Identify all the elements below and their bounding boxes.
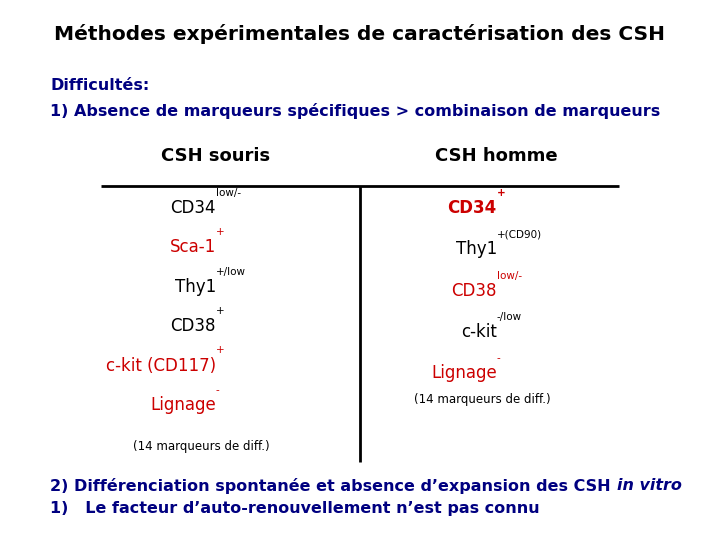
Text: c-kit: c-kit: [461, 323, 497, 341]
Text: Lignage: Lignage: [431, 364, 497, 382]
Text: +(CD90): +(CD90): [497, 229, 542, 239]
Text: +/low: +/low: [216, 267, 246, 276]
Text: (14 marqueurs de diff.): (14 marqueurs de diff.): [133, 440, 270, 453]
Text: in vitro: in vitro: [616, 478, 682, 493]
Text: CD34: CD34: [171, 199, 216, 217]
Text: CD34: CD34: [448, 199, 497, 217]
Text: -: -: [216, 385, 220, 395]
Text: +: +: [497, 188, 505, 198]
Text: Difficultés:: Difficultés:: [50, 78, 150, 93]
Text: +: +: [216, 227, 225, 237]
Text: CD38: CD38: [171, 317, 216, 335]
Text: Thy1: Thy1: [456, 240, 497, 258]
Text: Lignage: Lignage: [150, 396, 216, 414]
Text: Thy1: Thy1: [175, 278, 216, 296]
Text: Méthodes expérimentales de caractérisation des CSH: Méthodes expérimentales de caractérisati…: [55, 24, 665, 44]
Text: 1) Absence de marqueurs spécifiques > combinaison de marqueurs: 1) Absence de marqueurs spécifiques > co…: [50, 103, 661, 119]
Text: CSH souris: CSH souris: [161, 147, 271, 165]
Text: 2) Différenciation spontanée et absence d’expansion des CSH: 2) Différenciation spontanée et absence …: [50, 478, 616, 494]
Text: (14 marqueurs de diff.): (14 marqueurs de diff.): [414, 393, 551, 406]
Text: -: -: [497, 353, 500, 363]
Text: low/-: low/-: [216, 188, 241, 198]
Text: CD38: CD38: [451, 282, 497, 300]
Text: 1)   Le facteur d’auto-renouvellement n’est pas connu: 1) Le facteur d’auto-renouvellement n’es…: [50, 501, 540, 516]
Text: CSH homme: CSH homme: [436, 147, 558, 165]
Text: +: +: [216, 306, 225, 316]
Text: Sca-1: Sca-1: [170, 238, 216, 256]
Text: low/-: low/-: [497, 271, 522, 281]
Text: +: +: [216, 346, 225, 355]
Text: -/low: -/low: [497, 312, 522, 322]
Text: c-kit (CD117): c-kit (CD117): [106, 356, 216, 375]
